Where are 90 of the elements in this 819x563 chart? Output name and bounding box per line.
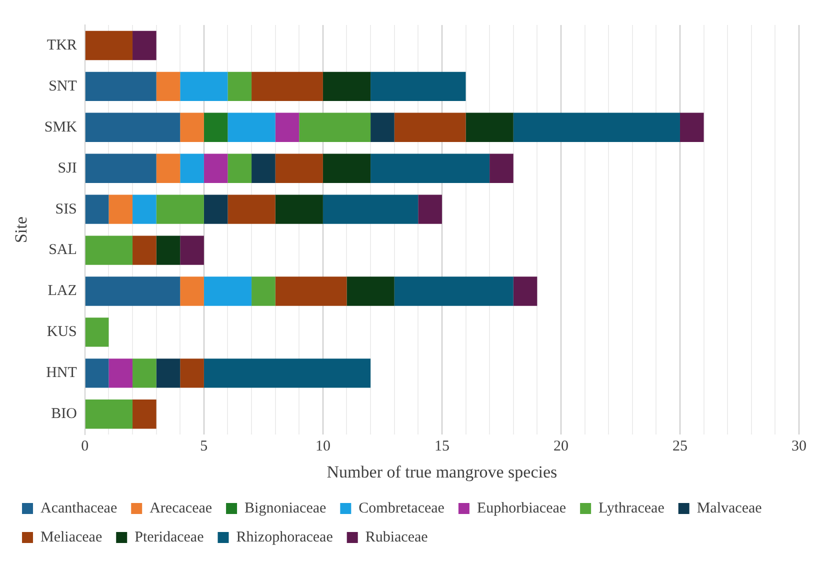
legend-label: Rhizophoraceae	[236, 529, 334, 546]
x-tick-label: 30	[792, 438, 806, 455]
bar	[370, 72, 466, 102]
bar	[490, 154, 514, 183]
bar	[322, 194, 418, 224]
bar	[275, 154, 323, 183]
y-axis-title: Site	[12, 216, 31, 244]
bar	[228, 194, 276, 224]
bar	[418, 194, 442, 224]
y-tick-label: KUS	[46, 324, 77, 340]
legend-label: Malvaceae	[696, 500, 762, 516]
bar	[85, 236, 133, 265]
bar	[228, 72, 252, 102]
bar	[85, 154, 156, 183]
bar	[680, 112, 704, 142]
legend-label: Arecaceae	[150, 500, 212, 516]
bar	[252, 276, 276, 306]
y-tick-label: HNT	[46, 365, 77, 382]
bar	[156, 154, 180, 183]
bar	[85, 194, 109, 224]
bar	[346, 276, 394, 306]
legend-label: Bignoniaceae	[244, 500, 327, 516]
bar	[85, 72, 156, 102]
y-tick-label: TKR	[46, 37, 77, 54]
bar	[156, 236, 180, 265]
bar	[322, 72, 371, 102]
bar	[85, 358, 109, 388]
y-tick-label: SAL	[48, 242, 77, 258]
y-tick-label: BIO	[51, 406, 78, 422]
bar	[322, 154, 371, 183]
bar	[132, 194, 156, 224]
bar	[85, 276, 180, 306]
y-tick-label: LAZ	[48, 283, 77, 300]
bar	[180, 154, 204, 183]
bar	[275, 112, 300, 142]
x-tick-label: 10	[315, 438, 330, 455]
bar	[85, 112, 180, 142]
bar	[275, 276, 347, 306]
bar	[85, 30, 133, 60]
bar	[204, 112, 228, 142]
bar	[85, 400, 133, 429]
bar	[394, 112, 466, 142]
bar	[132, 400, 156, 429]
bar	[370, 154, 490, 183]
bar	[180, 112, 204, 142]
bar	[180, 276, 204, 306]
legend-label: Pteridaceae	[134, 529, 204, 546]
bar	[132, 358, 156, 388]
bar	[156, 358, 180, 388]
x-axis-title: Number of true mangrove species	[326, 462, 558, 482]
bar	[156, 72, 180, 102]
bar	[180, 72, 228, 102]
y-tick-label: SIS	[55, 201, 77, 218]
bar	[513, 112, 680, 142]
bar	[204, 276, 252, 306]
bar	[180, 236, 204, 265]
bar	[132, 30, 156, 60]
legend-label: Meliaceae	[40, 529, 102, 546]
bar	[275, 194, 323, 224]
bar	[513, 276, 538, 306]
bar	[252, 154, 276, 183]
y-tick-label: SNT	[48, 78, 77, 94]
bar	[156, 194, 204, 224]
bar	[204, 358, 371, 388]
legend-label: Acanthaceae	[40, 500, 118, 516]
bar	[132, 236, 156, 265]
x-tick-label: 0	[81, 438, 89, 455]
legend-label: Euphorbiaceae	[476, 500, 566, 516]
y-tick-label: SMK	[44, 119, 78, 136]
legend-label: Combretaceae	[358, 500, 445, 516]
bar	[299, 112, 371, 142]
x-tick-label: 25	[672, 438, 688, 455]
bar	[108, 358, 133, 388]
y-tick-label: SJI	[58, 160, 77, 176]
bar	[228, 154, 252, 183]
x-tick-label: 20	[553, 438, 568, 455]
x-tick-label: 15	[434, 438, 450, 455]
bar	[204, 154, 228, 183]
bar	[204, 194, 228, 224]
legend-label: Rubiaceae	[365, 529, 428, 546]
bar	[85, 318, 109, 347]
bar	[180, 358, 204, 388]
x-tick-label: 5	[200, 438, 208, 455]
bar	[252, 72, 323, 102]
bar	[370, 112, 394, 142]
bar	[108, 194, 133, 224]
bar	[466, 112, 514, 142]
legend-label: Lythraceae	[598, 500, 665, 516]
bar	[394, 276, 514, 306]
bar	[228, 112, 276, 142]
